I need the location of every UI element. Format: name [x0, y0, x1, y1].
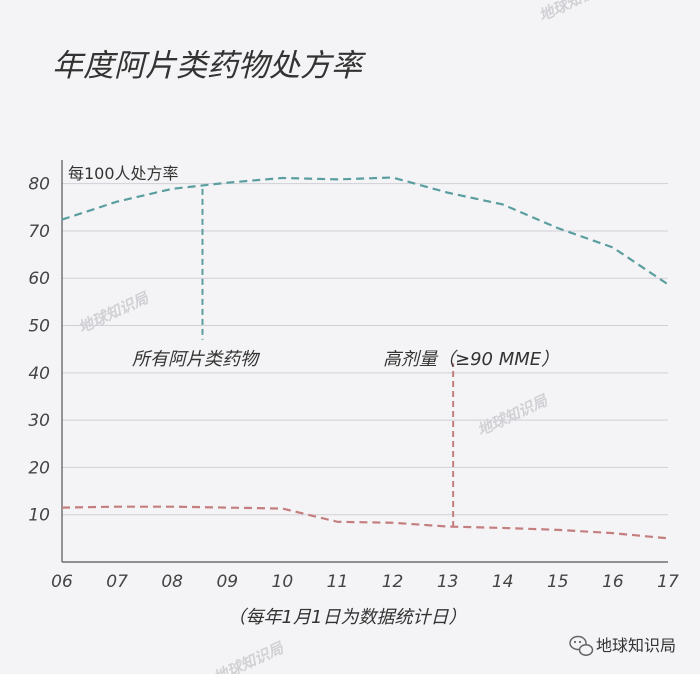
x-tick-07: 07 — [106, 572, 128, 592]
x-tick-09: 09 — [216, 572, 238, 592]
watermark-bottom: 地球知识局 — [210, 638, 286, 674]
y-tick-20: 20 — [28, 458, 50, 478]
annotation-leaders — [201, 188, 455, 528]
x-tick-08: 08 — [161, 572, 183, 592]
annotation-all-opioids: 所有阿片类药物 — [132, 349, 261, 370]
footer-brand: 地球知识局 — [596, 636, 676, 655]
x-tick-11: 11 — [327, 572, 349, 592]
x-tick-17: 17 — [657, 572, 679, 592]
x-tick-15: 15 — [547, 572, 569, 592]
watermark-top: 地球知识局 — [536, 0, 612, 25]
x-tick-13: 13 — [437, 572, 459, 592]
watermark-left: 地球知识局 — [75, 288, 151, 336]
y-tick-30: 30 — [28, 411, 50, 431]
chart-title: 年度阿片类药物处方率 — [52, 48, 366, 84]
y-tick-labels: 10 20 30 40 50 60 70 80 — [28, 175, 50, 526]
x-tick-14: 14 — [492, 572, 514, 592]
series-line-0 — [61, 176, 669, 286]
series-lines — [61, 176, 669, 540]
x-tick-06: 06 — [51, 572, 73, 592]
gridlines — [62, 183, 668, 516]
watermark-right: 地球知识局 — [474, 391, 550, 439]
x-axis-label: （每年1月1日为数据统计日） — [228, 607, 467, 628]
x-tick-16: 16 — [602, 572, 624, 592]
x-tick-labels: 06 07 08 09 10 11 12 13 14 15 16 17 — [51, 572, 679, 592]
footer: 地球知识局 — [569, 635, 676, 656]
x-tick-10: 10 — [272, 572, 294, 592]
y-tick-50: 50 — [28, 317, 50, 337]
y-axis-label: 每100人处方率 — [68, 164, 179, 183]
y-tick-10: 10 — [28, 506, 50, 526]
y-tick-60: 60 — [28, 269, 50, 289]
wechat-icon — [569, 635, 594, 656]
x-tick-12: 12 — [382, 572, 404, 592]
series-line-1 — [61, 505, 669, 540]
y-tick-70: 70 — [28, 222, 50, 242]
y-tick-80: 80 — [28, 175, 50, 195]
y-tick-40: 40 — [28, 364, 50, 384]
annotation-high-dose: 高剂量（≥90 MME） — [383, 349, 559, 370]
